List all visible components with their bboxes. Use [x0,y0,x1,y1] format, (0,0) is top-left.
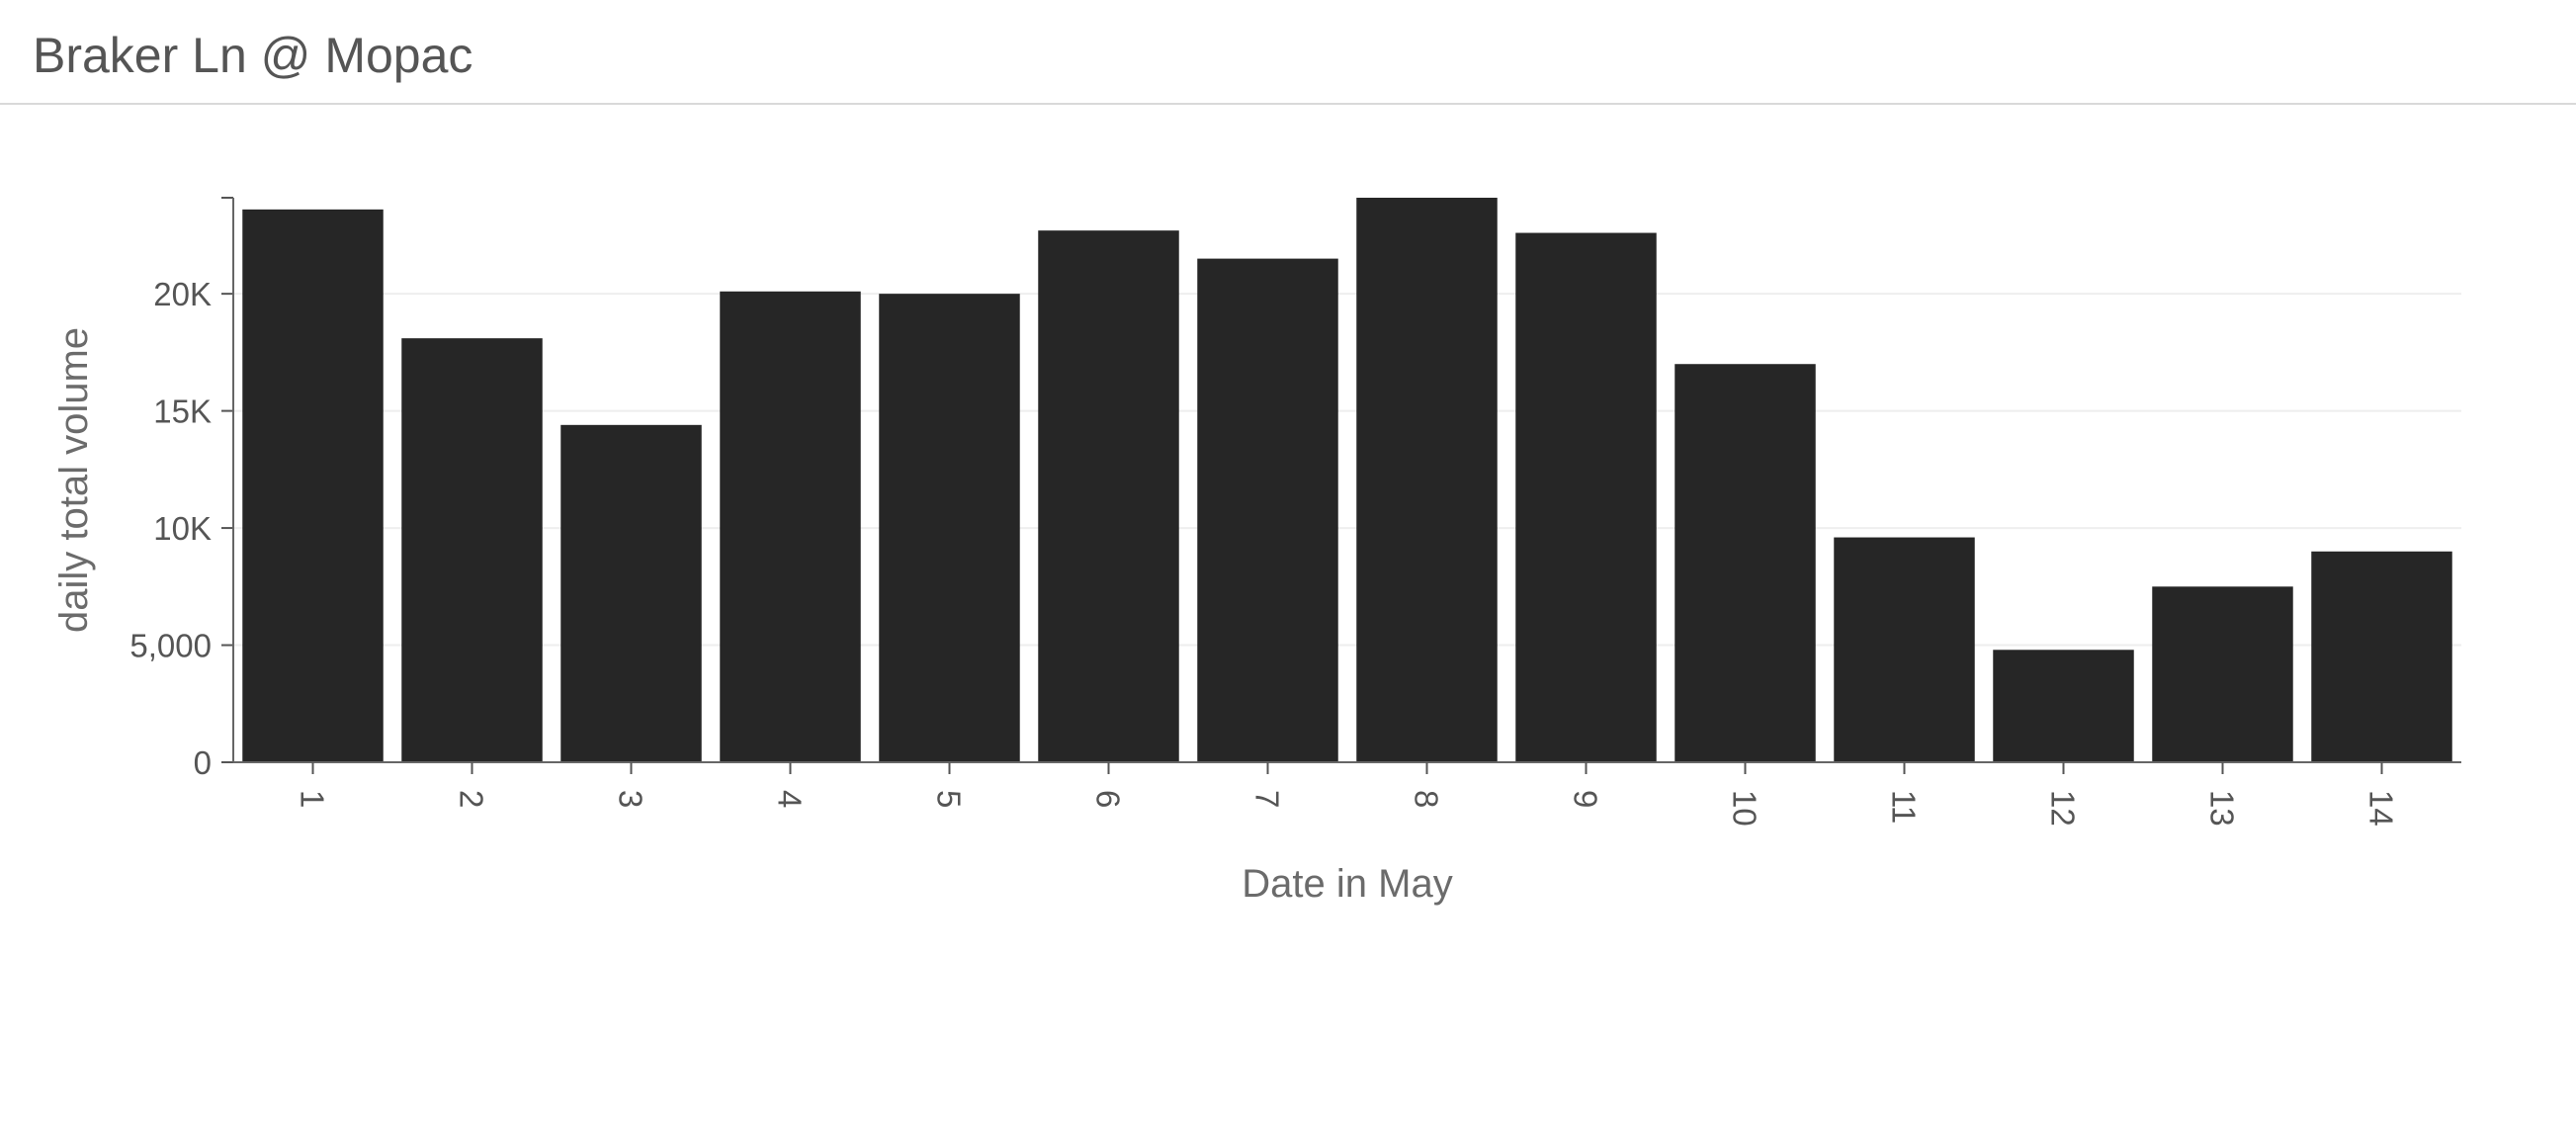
page-title: Braker Ln @ Mopac [33,28,473,83]
bar[interactable] [1993,650,2134,762]
bar[interactable] [1674,364,1816,762]
bar[interactable] [2152,586,2293,762]
bar[interactable] [1038,230,1179,763]
bar[interactable] [242,209,384,763]
bar[interactable] [1515,232,1657,762]
bar[interactable] [2311,551,2452,762]
axes [221,197,2461,774]
x-tick-label: 2 [454,790,490,808]
bar[interactable] [401,338,543,762]
x-tick-label: 8 [1409,790,1445,808]
y-tick-label: 5,000 [129,628,212,664]
bar[interactable] [720,291,861,762]
x-tick-label: 6 [1090,790,1127,808]
x-tick-label: 14 [2363,790,2400,827]
bar[interactable] [1356,198,1498,762]
x-tick-label: 9 [1568,790,1604,808]
bar[interactable] [560,424,702,762]
x-tick-label: 10 [1727,790,1763,827]
y-tick-label: 20K [153,276,212,312]
x-tick-label: 11 [1886,790,1923,824]
bar[interactable] [879,294,1020,762]
x-tick-label: 5 [931,790,968,808]
y-tick-label: 0 [194,744,212,781]
y-axis-title: daily total volume [52,327,96,633]
x-tick-label: 12 [2045,790,2082,827]
chart-header: Braker Ln @ Mopac [0,0,2576,105]
x-axis-title: Date in May [1242,862,1452,906]
x-tick-label: 7 [1249,790,1286,808]
bar[interactable] [1834,537,1975,762]
bars [242,198,2452,763]
bar[interactable] [1197,258,1338,762]
y-tick-label: 15K [153,393,212,430]
x-tick-label: 3 [613,790,649,808]
x-tick-label: 4 [772,790,809,808]
x-tick-label: 1 [295,790,331,808]
x-tick-label: 13 [2204,790,2241,827]
y-tick-label: 10K [153,510,212,547]
